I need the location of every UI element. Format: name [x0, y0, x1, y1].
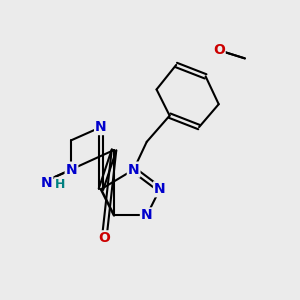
Text: N: N [128, 163, 140, 177]
Text: N: N [95, 120, 107, 134]
Text: O: O [213, 43, 225, 57]
Text: N: N [41, 176, 53, 190]
Text: H: H [55, 178, 65, 191]
Text: O: O [98, 231, 110, 245]
Text: N: N [154, 182, 166, 196]
Text: N: N [66, 163, 77, 177]
Text: N: N [141, 208, 152, 222]
